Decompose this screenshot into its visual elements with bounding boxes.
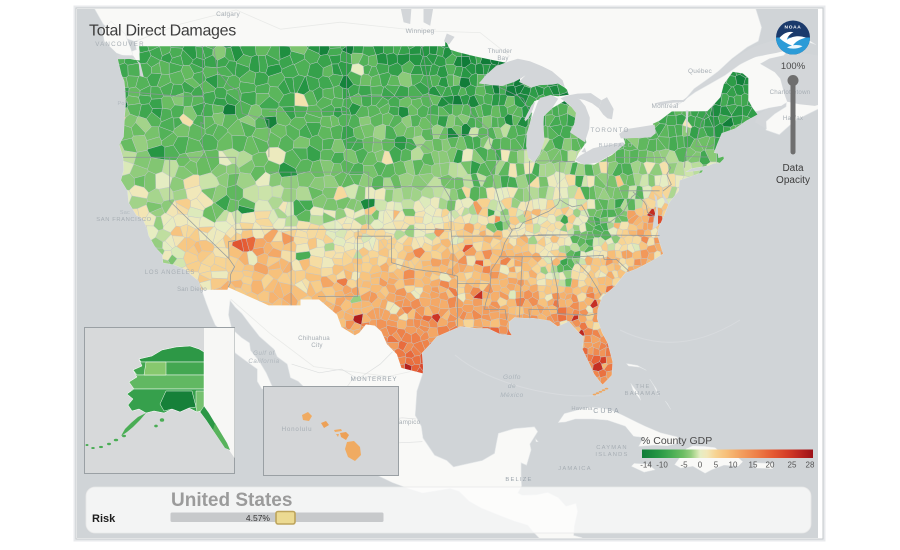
- svg-text:Data: Data: [782, 163, 804, 174]
- svg-text:Calgary: Calgary: [216, 11, 240, 18]
- svg-text:5: 5: [714, 461, 719, 470]
- svg-text:NOAA: NOAA: [785, 25, 802, 31]
- svg-text:Chihuahua: Chihuahua: [298, 335, 330, 342]
- svg-text:BUFFALO: BUFFALO: [599, 143, 634, 149]
- svg-text:Montréal: Montréal: [652, 103, 679, 110]
- svg-text:Thunder: Thunder: [488, 48, 512, 55]
- svg-text:Québec: Québec: [688, 68, 713, 75]
- svg-text:San Diego: San Diego: [177, 287, 207, 293]
- svg-text:United States: United States: [171, 490, 292, 511]
- svg-text:Opacity: Opacity: [776, 175, 810, 186]
- svg-text:VANCOUVER: VANCOUVER: [95, 41, 145, 48]
- svg-text:% County GDP: % County GDP: [641, 435, 712, 447]
- svg-text:BAHAMAS: BAHAMAS: [625, 391, 662, 397]
- svg-text:Tampico: Tampico: [396, 419, 421, 426]
- svg-text:TORONTO: TORONTO: [590, 127, 629, 134]
- svg-text:SAN FRANCISCO: SAN FRANCISCO: [96, 217, 151, 223]
- svg-text:4.57%: 4.57%: [246, 513, 271, 523]
- svg-text:México: México: [500, 392, 524, 399]
- svg-text:Winnipeg: Winnipeg: [406, 28, 435, 35]
- svg-text:0: 0: [698, 461, 703, 470]
- svg-text:CAYMAN: CAYMAN: [596, 445, 628, 451]
- svg-text:LOS ANGELES: LOS ANGELES: [145, 270, 196, 276]
- svg-text:20: 20: [766, 461, 775, 470]
- svg-text:10: 10: [729, 461, 738, 470]
- svg-text:Bay: Bay: [497, 55, 509, 62]
- svg-text:-10: -10: [656, 461, 668, 470]
- svg-text:MONTERREY: MONTERREY: [351, 376, 398, 383]
- svg-text:-14: -14: [640, 461, 652, 470]
- svg-text:Charlottetown: Charlottetown: [770, 89, 811, 96]
- svg-text:ISLANDS: ISLANDS: [595, 452, 628, 458]
- svg-text:15: 15: [749, 461, 758, 470]
- svg-text:Sac: Sac: [120, 210, 130, 216]
- svg-text:Total Direct Damages: Total Direct Damages: [89, 23, 236, 40]
- svg-text:California: California: [248, 358, 279, 365]
- svg-text:Honolulu: Honolulu: [282, 426, 313, 433]
- svg-text:Havana: Havana: [571, 406, 593, 412]
- svg-text:de: de: [508, 383, 516, 390]
- svg-text:CUBA: CUBA: [593, 408, 620, 415]
- svg-text:City: City: [311, 342, 323, 349]
- svg-text:Risk: Risk: [92, 513, 116, 525]
- svg-text:25: 25: [788, 461, 797, 470]
- svg-text:Port: Port: [118, 101, 129, 107]
- svg-text:28: 28: [806, 461, 815, 470]
- svg-text:100%: 100%: [781, 61, 806, 72]
- svg-text:BELIZE: BELIZE: [505, 477, 532, 483]
- svg-text:JAMAICA: JAMAICA: [558, 466, 592, 472]
- svg-text:Golfo: Golfo: [503, 374, 521, 381]
- svg-text:THE: THE: [635, 384, 650, 390]
- svg-text:Gulf of: Gulf of: [253, 350, 276, 357]
- svg-text:-5: -5: [680, 461, 688, 470]
